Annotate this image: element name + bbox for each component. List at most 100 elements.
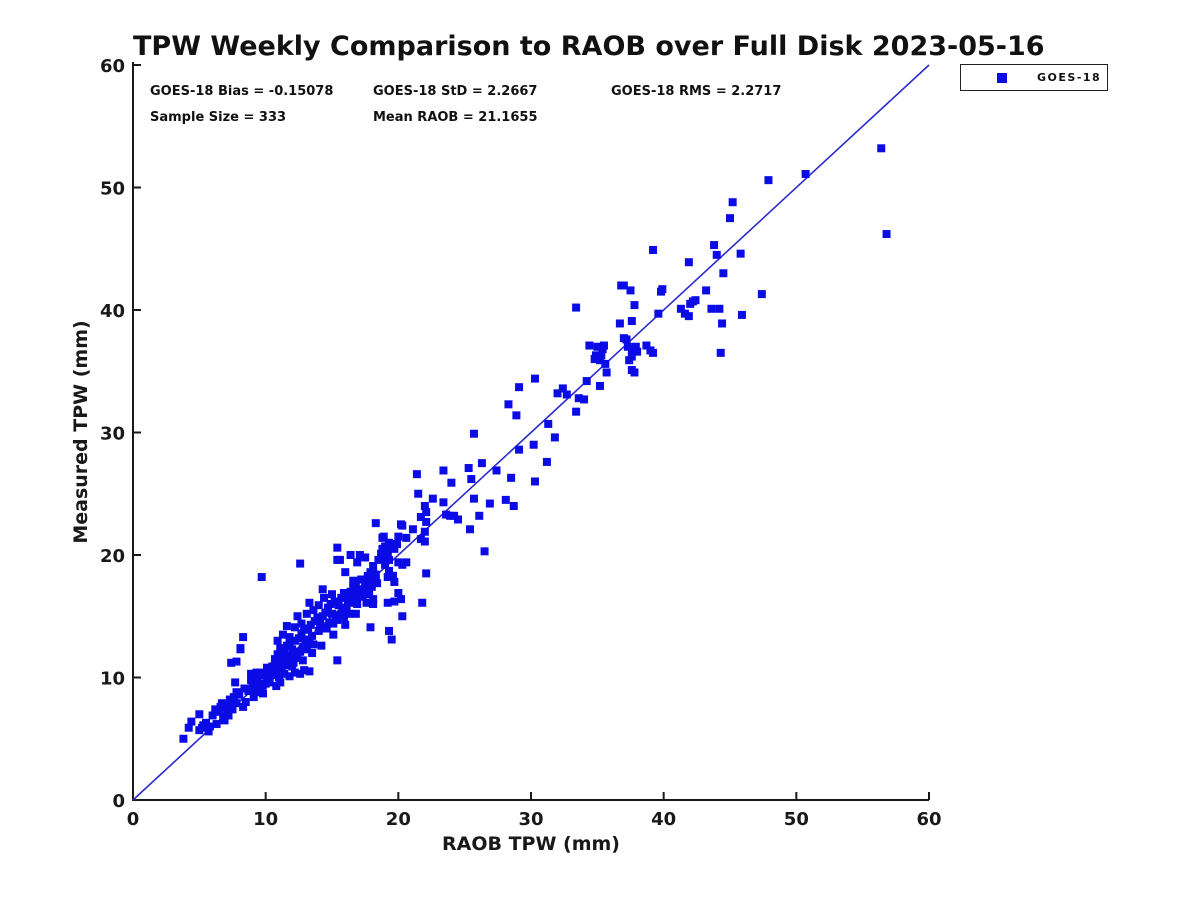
data-point <box>544 419 553 428</box>
data-point <box>530 477 539 486</box>
data-point <box>454 515 463 524</box>
data-point <box>280 669 289 678</box>
y-tick-label: 0 <box>112 791 125 812</box>
data-point <box>477 459 486 468</box>
data-point <box>593 342 602 351</box>
data-point <box>366 623 375 632</box>
data-point <box>684 258 693 267</box>
data-point <box>309 606 318 615</box>
data-point <box>602 368 611 377</box>
data-point <box>280 647 289 656</box>
data-point <box>333 615 342 624</box>
data-point <box>383 542 392 551</box>
data-point <box>179 734 188 743</box>
data-point <box>601 359 610 368</box>
data-point <box>736 249 745 258</box>
data-point <box>590 355 599 363</box>
data-point <box>385 626 394 635</box>
data-point <box>422 508 431 517</box>
data-point <box>396 595 405 604</box>
x-tick-label: 30 <box>518 809 543 830</box>
data-point <box>398 521 407 530</box>
stats-rms: GOES-18 RMS = 2.2717 <box>611 84 782 99</box>
data-point <box>572 407 581 416</box>
data-point <box>402 533 411 542</box>
data-point <box>341 568 350 577</box>
legend-label: GOES-18 <box>1037 71 1102 84</box>
data-point <box>737 310 746 319</box>
data-point <box>485 499 494 508</box>
data-point <box>351 577 360 586</box>
data-point <box>615 319 624 328</box>
data-point <box>355 592 364 601</box>
data-point <box>378 533 387 542</box>
data-point <box>369 562 378 571</box>
data-point <box>447 478 456 487</box>
data-point <box>293 612 302 621</box>
data-point <box>239 702 248 711</box>
data-point <box>631 342 640 351</box>
data-point <box>273 636 282 645</box>
data-point <box>646 346 655 355</box>
data-point <box>439 466 448 475</box>
data-point <box>308 649 317 657</box>
y-tick-label: 50 <box>100 179 125 200</box>
stats-mean-raob: Mean RAOB = 21.1655 <box>373 110 538 125</box>
data-point <box>232 657 241 666</box>
data-point <box>272 666 281 675</box>
data-point <box>719 269 728 278</box>
data-point <box>333 543 342 552</box>
data-point <box>281 661 290 670</box>
data-point <box>320 593 329 602</box>
data-point <box>582 377 591 386</box>
data-point <box>261 679 270 688</box>
data-point <box>686 299 695 308</box>
data-point <box>297 619 306 628</box>
data-point <box>398 612 407 621</box>
data-point <box>286 652 295 661</box>
data-point <box>595 356 604 365</box>
data-point <box>349 584 358 593</box>
data-point <box>492 466 501 475</box>
data-point <box>504 400 513 409</box>
data-point <box>389 571 398 580</box>
data-point <box>298 656 307 665</box>
data-point <box>464 464 473 473</box>
y-tick-label: 20 <box>100 546 125 567</box>
data-point <box>195 710 204 719</box>
data-point <box>684 312 693 321</box>
data-point <box>217 699 226 708</box>
data-point <box>285 672 294 681</box>
data-point <box>882 230 891 239</box>
data-point <box>574 394 583 403</box>
data-point <box>707 304 716 313</box>
data-point <box>420 502 429 510</box>
chart-title: TPW Weekly Comparison to RAOB over Full … <box>133 31 1045 62</box>
data-point <box>278 630 287 639</box>
data-point <box>633 347 642 356</box>
data-point <box>369 595 378 604</box>
data-point <box>381 560 390 569</box>
data-point <box>361 580 370 589</box>
data-point <box>390 597 399 606</box>
data-point <box>302 645 311 654</box>
data-point <box>465 525 474 534</box>
data-point <box>276 678 285 687</box>
data-point <box>334 601 343 610</box>
data-point <box>383 549 392 558</box>
data-point <box>241 698 250 706</box>
data-point <box>480 547 489 556</box>
data-point <box>328 590 336 599</box>
y-axis-label: Measured TPW (mm) <box>70 320 92 543</box>
data-point <box>627 317 636 326</box>
data-point <box>716 348 725 357</box>
data-point <box>469 494 478 503</box>
data-point <box>224 711 233 720</box>
legend-series-marker-square <box>997 72 1007 83</box>
data-point <box>305 667 314 676</box>
data-point <box>439 498 448 507</box>
x-axis-label: RAOB TPW (mm) <box>442 833 620 855</box>
legend: GOES-18 <box>960 64 1108 91</box>
